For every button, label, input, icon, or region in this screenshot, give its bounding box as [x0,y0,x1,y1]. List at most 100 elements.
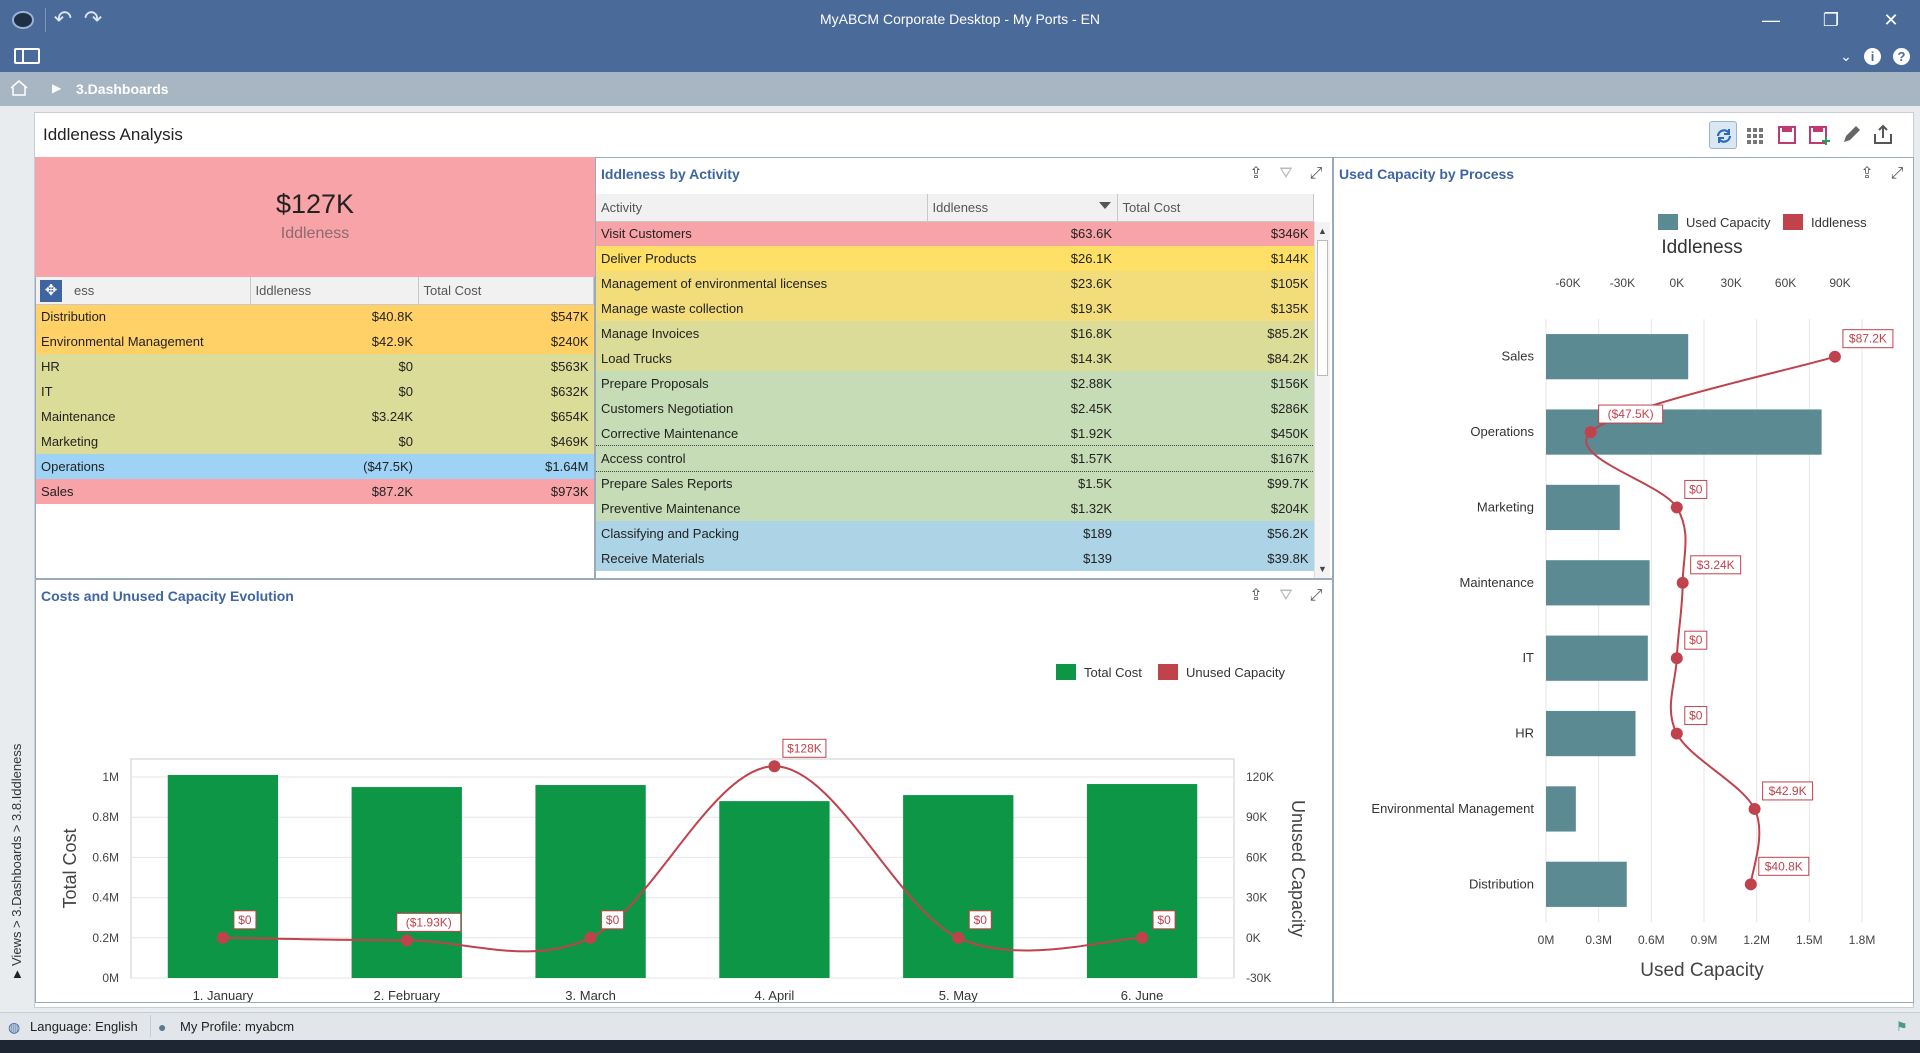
move-handle-icon[interactable]: ✥ [40,280,62,302]
table-row[interactable]: Prepare Proposals $2.88K $156K [596,371,1314,396]
column-header-total-cost[interactable]: Total Cost [1117,194,1314,222]
edit-button[interactable] [1837,121,1865,149]
grid-view-button[interactable] [1741,121,1769,149]
activity-total-cost: $135K [1270,301,1309,316]
table-row[interactable]: Customers Negotiation $2.45K $286K [596,396,1314,421]
column-header-iddleness[interactable]: Iddleness [927,194,1118,222]
table-row[interactable]: Maintenance $3.24K $654K [36,404,594,429]
activity-name: Preventive Maintenance [601,501,741,516]
table-row[interactable]: Access control $1.57K $167K [596,445,1314,472]
column-header-process[interactable]: ✥ ess [36,277,251,305]
undo-icon[interactable]: ↶ [53,6,73,31]
table-row[interactable]: Management of environmental licenses $23.… [596,271,1314,296]
table-row[interactable]: Classifying and Packing $189 $56.2K [596,521,1314,546]
minimize-button[interactable]: — [1762,10,1780,30]
sort-desc-icon[interactable] [1098,202,1111,209]
profile-status[interactable]: My Profile: myabcm [180,1019,295,1034]
table-row[interactable]: Visit Customers $63.6K $346K [596,221,1314,246]
y2-tick-label: 60K [1246,850,1267,864]
globe-icon: ◍ [8,1019,21,1035]
table-row[interactable]: Preventive Maintenance $1.32K $204K [596,496,1314,521]
column-header-total-cost[interactable]: Total Cost [418,277,594,305]
point-iddleness [1670,501,1683,514]
y2-tick-label: 90K [1246,810,1267,824]
bar-used-capacity [1546,786,1576,832]
bar-total-cost [719,801,830,978]
redo-icon[interactable]: ↷ [83,6,103,31]
export-icon[interactable]: ⇪ [1249,165,1263,182]
process-total-cost: $469K [550,434,589,449]
filter-clear-icon[interactable]: ⛛ [1279,587,1293,604]
maximize-icon[interactable]: ⤢ [1890,165,1904,182]
data-label-box [1684,479,1708,499]
activity-total-cost: $450K [1270,426,1309,441]
activity-total-cost: $84.2K [1267,351,1309,366]
y-tick-label: Marketing [1477,499,1534,514]
divider [45,8,46,32]
scroll-down-icon[interactable]: ▼ [1318,564,1327,574]
table-row[interactable]: IT $0 $632K [36,379,594,404]
table-row[interactable]: Operations ($47.5K) $1.64M [36,454,594,479]
legend-label: Iddleness [1811,215,1867,230]
panel-toggle-icon[interactable] [14,48,40,64]
table-row[interactable]: HR $0 $563K [36,354,594,379]
process-total-cost: $240K [550,334,589,349]
table-row[interactable]: Corrective Maintenance $1.92K $450K [596,421,1314,446]
table-row[interactable]: Sales $87.2K $973K [36,479,594,504]
table-row[interactable]: Environmental Management $42.9K $240K [36,329,594,354]
home-icon[interactable] [10,80,28,96]
point-iddleness [1676,576,1689,589]
language-status[interactable]: Language: English [30,1019,138,1034]
save-as-button[interactable] [1805,121,1833,149]
scrollbar-thumb[interactable] [1317,240,1328,376]
help-icon[interactable]: ? [1893,48,1910,65]
refresh-button[interactable] [1709,121,1737,149]
y-tick-label: Environmental Management [1371,801,1534,816]
maximize-icon[interactable]: ⤢ [1309,587,1323,604]
restore-button[interactable]: ❐ [1822,10,1840,30]
data-label: $40.8K [1765,859,1803,873]
info-icon[interactable]: i [1864,48,1881,65]
close-button[interactable]: ✕ [1883,10,1899,30]
save-as-icon [1809,126,1830,145]
chevron-down-icon[interactable]: ⌄ [1840,48,1852,64]
kpi-card[interactable]: $127K Iddleness [35,157,595,277]
data-label: $0 [1689,709,1703,723]
chart-title: Iddleness [1661,237,1742,258]
filter-clear-icon[interactable]: ⛛ [1279,165,1293,182]
activity-total-cost: $105K [1270,276,1309,291]
y-tick-label: 1M [102,770,119,784]
vertical-scrollbar[interactable]: ▲ ▼ [1314,222,1330,578]
bar-used-capacity [1546,334,1689,380]
data-label-box [233,910,257,930]
column-header-activity[interactable]: Activity [596,194,928,222]
vertical-path-text[interactable]: Views > 3.Dashboards > 3.8.Iddleness [9,743,24,966]
table-row[interactable]: Load Trucks $14.3K $84.2K [596,346,1314,371]
table-row[interactable]: Deliver Products $26.1K $144K [596,246,1314,271]
y-tick-label: 0.8M [92,810,119,824]
export-button[interactable] [1869,121,1897,149]
table-row[interactable]: Marketing $0 $469K [36,429,594,454]
scroll-up-icon[interactable]: ▲ [1318,226,1327,236]
panel-tools: ⇪ ⛛ ⤢ [1236,164,1326,184]
table-row[interactable]: Receive Materials $139 $39.8K [596,546,1314,571]
column-header-iddleness[interactable]: Iddleness [250,277,419,305]
maximize-icon[interactable]: ⤢ [1309,165,1323,182]
export-icon[interactable]: ⇪ [1249,587,1263,604]
bar-used-capacity [1546,560,1650,606]
app-logo-icon [12,11,34,29]
x2-tick-label: 30K [1721,276,1742,290]
bar-used-capacity [1546,861,1627,907]
table-row[interactable]: Distribution $40.8K $547K [36,304,594,329]
activity-name: Manage waste collection [601,301,744,316]
save-button[interactable] [1773,121,1801,149]
table-row[interactable]: Manage Invoices $16.8K $85.2K [596,321,1314,346]
y2-tick-label: -30K [1246,971,1271,985]
table-row[interactable]: Prepare Sales Reports $1.5K $99.7K [596,471,1314,496]
table-row[interactable]: Manage waste collection $19.3K $135K [596,296,1314,321]
collapse-up-icon[interactable]: ▲ [11,966,24,981]
export-icon[interactable]: ⇪ [1860,165,1874,182]
data-label-box [601,910,625,930]
breadcrumb-item[interactable]: 3.Dashboards [76,81,169,97]
flag-icon[interactable]: ⚑ [1896,1019,1908,1034]
